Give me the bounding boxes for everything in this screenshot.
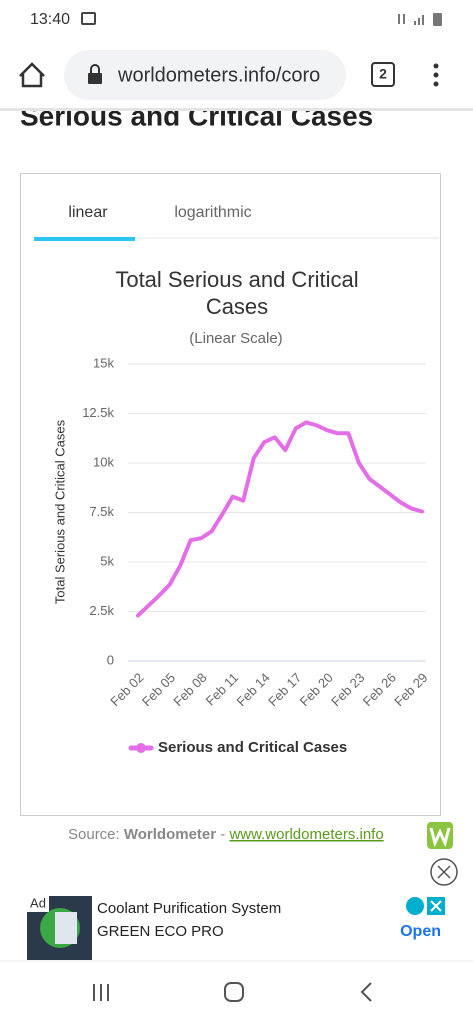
y-tick-label: 7.5k [89,504,114,519]
nav-home[interactable] [224,982,244,1002]
chart-box [20,173,441,816]
lock-icon [88,64,102,84]
tab-count[interactable]: 2 [379,66,387,82]
signal-icons [398,13,442,26]
ad-open[interactable]: Open [400,923,441,940]
chart-title: Total Serious and Critical Cases [115,267,359,319]
tab-log[interactable]: logarithmic [174,204,251,221]
legend-label: Serious and Critical Cases [158,739,347,756]
nav-back[interactable] [360,982,372,1002]
tab-indicator [34,237,135,241]
y-tick-label: 12.5k [82,405,114,420]
ad-close[interactable] [430,858,458,886]
url-bar[interactable] [64,50,346,100]
y-axis-label: Total Serious and Critical Cases [52,419,67,604]
ad-line1[interactable]: Coolant Purification System [97,900,281,917]
url-text[interactable]: worldometers.info/coro [117,64,320,86]
ad-x-glyph [430,900,442,912]
ad-badge-bg [27,896,49,912]
y-tick-label: 15k [93,355,114,370]
y-tick-label: 5k [100,553,114,568]
tab-switcher[interactable] [371,62,395,87]
source-link[interactable]: www.worldometers.info [228,826,383,843]
source-line: Source: Worldometer - www.worldometers.i… [68,826,384,843]
ad-image-device [55,912,77,944]
status-time: 13:40 [30,11,70,28]
gallery-icon [81,12,96,25]
ad-info-icon[interactable] [406,897,424,915]
ad-line2[interactable]: GREEN ECO PRO [97,923,224,940]
y-tick-label: 0 [107,652,114,667]
data-line [136,420,424,618]
source-name: Worldometer [124,826,216,843]
y-tick-label: 2.5k [89,603,114,618]
toolbar-shadow [0,108,473,111]
source-separator: - [220,826,225,843]
menu-button[interactable] [433,63,439,87]
nav-recents[interactable] [93,984,109,1001]
tab-linear[interactable]: linear [68,204,108,221]
nav-bar [0,961,473,1024]
chart-subtitle: (Linear Scale) [189,330,282,347]
y-tick-label: 10k [93,454,114,469]
home-button[interactable] [19,62,45,88]
logo-w [429,827,451,848]
ad-badge: Ad [30,895,46,910]
source-label: Source: [68,826,120,843]
legend-swatch-dot [136,743,146,753]
